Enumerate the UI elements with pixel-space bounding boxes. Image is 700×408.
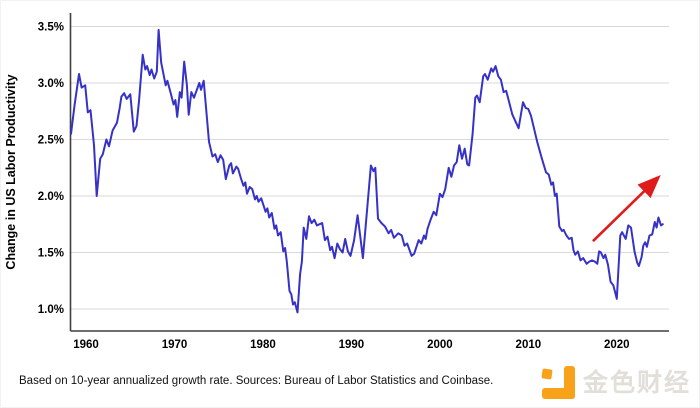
chart-area: 1.0% 1.5% 2.0% 2.5% 3.0% 3.5% 1960 1970 1980 1990… xyxy=(1,1,699,363)
x-tick-label: 1960 xyxy=(73,339,99,351)
footer-note: Based on 10-year annualized growth rate.… xyxy=(19,375,494,387)
trend-arrow xyxy=(592,175,661,243)
x-tick-label: 2010 xyxy=(516,339,542,351)
x-tick-label: 1970 xyxy=(162,339,188,351)
data-line xyxy=(70,28,664,314)
y-tick-label: 2.0% xyxy=(38,191,64,203)
y-tick-label: 1.5% xyxy=(38,247,64,259)
x-tick-label: 1990 xyxy=(339,339,365,351)
x-tick-label: 1980 xyxy=(250,339,276,351)
y-tick-label: 3.5% xyxy=(38,22,64,34)
y-axis-title: Change in US Labor Productivity xyxy=(4,74,18,269)
y-tick-label: 1.0% xyxy=(38,304,64,316)
y-tick-label: 2.5% xyxy=(38,135,64,147)
y-tick-label: 3.0% xyxy=(38,78,64,90)
watermark-text: 金色财经 xyxy=(582,368,691,397)
watermark-logo: 金色财经 xyxy=(539,365,691,401)
jinse-logo-icon xyxy=(541,366,575,399)
productivity-line-chart: 1.0% 1.5% 2.0% 2.5% 3.0% 3.5% 1960 1970 1980 1990… xyxy=(4,13,669,351)
x-tick-label: 2000 xyxy=(427,339,453,351)
x-tick-label: 2020 xyxy=(604,339,630,351)
